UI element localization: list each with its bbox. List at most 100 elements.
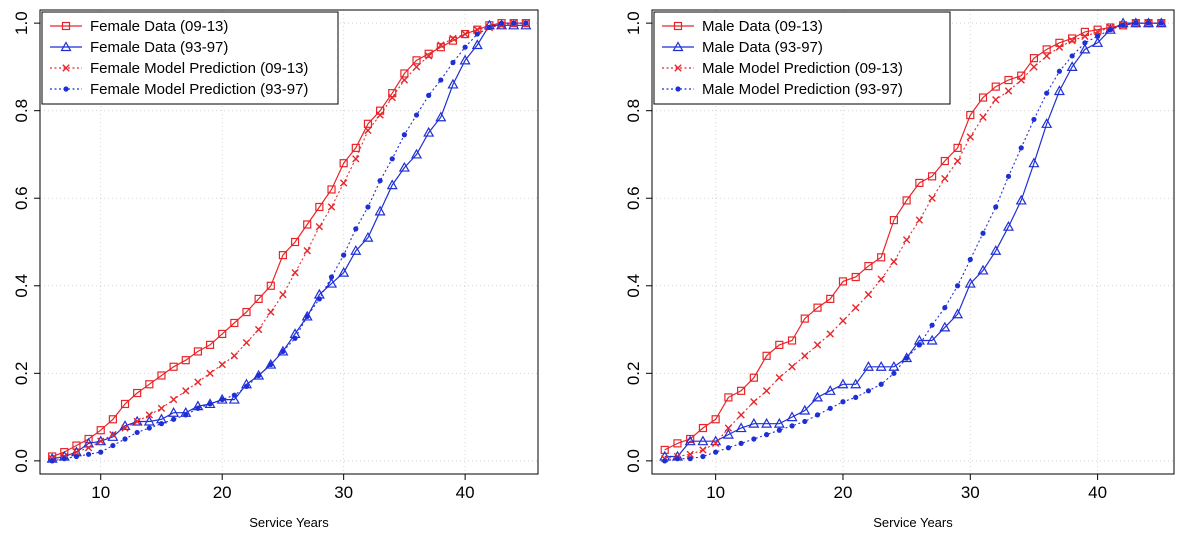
series-4-point-33 xyxy=(450,59,456,66)
series-1-point-18 xyxy=(889,216,899,225)
series-4-point-2 xyxy=(73,453,80,460)
x-tick-label: 20 xyxy=(213,483,232,502)
series-1-point-16 xyxy=(864,261,873,271)
series-2-point-15 xyxy=(850,378,862,389)
y-tick-label: 0.0 xyxy=(624,449,643,473)
y-tick-label: 0.6 xyxy=(12,186,31,210)
series-1-point-33 xyxy=(448,36,458,45)
y-tick-label: 0.2 xyxy=(12,362,31,386)
series-3-point-31 xyxy=(424,52,433,60)
plot-frame xyxy=(39,9,539,475)
series-2-point-14 xyxy=(837,378,849,389)
series-3-point-26 xyxy=(992,96,1000,104)
series-4-point-24 xyxy=(341,252,347,258)
series-1-point-17 xyxy=(877,253,886,262)
series-1-point-21 xyxy=(927,172,937,181)
series-4-point-3 xyxy=(85,451,92,457)
series-line-3 xyxy=(664,22,1162,460)
series-1-point-3 xyxy=(84,434,93,444)
series-4-point-24 xyxy=(967,256,973,263)
series-4-point-27 xyxy=(1005,173,1012,179)
series-2-point-26 xyxy=(990,245,1002,255)
series-line-1 xyxy=(664,22,1162,451)
x-tick-label: 30 xyxy=(334,483,353,502)
y-tick-label: 1.0 xyxy=(12,11,31,35)
series-2-point-32 xyxy=(435,111,447,122)
series-1-point-6 xyxy=(737,386,746,395)
series-4-point-21 xyxy=(929,322,935,328)
series-4-point-16 xyxy=(243,383,250,390)
x-axis-label: Service Years xyxy=(873,515,953,530)
series-2-point-28 xyxy=(386,179,398,190)
series-3-point-10 xyxy=(169,395,178,404)
series-4 xyxy=(662,20,1164,464)
series-3-point-17 xyxy=(254,325,263,334)
y-tick-label: 0.4 xyxy=(624,274,643,298)
series-2-point-8 xyxy=(761,417,773,428)
series-1-point-24 xyxy=(966,110,975,120)
series-3-point-32 xyxy=(1068,36,1076,45)
series-1-point-26 xyxy=(363,119,373,128)
series-3-point-10 xyxy=(788,363,796,371)
series-3-point-4 xyxy=(97,437,105,445)
series-legend-2-point-0 xyxy=(60,41,72,52)
series-1-point-19 xyxy=(902,196,911,205)
series-4-point-12 xyxy=(814,412,821,418)
y-tick-label: 0.4 xyxy=(12,274,31,298)
series-3-point-15 xyxy=(852,303,860,312)
series-3-point-2 xyxy=(72,448,81,456)
legend-label-3: Male Model Prediction (09-13) xyxy=(702,60,903,77)
series-2-point-23 xyxy=(952,308,964,319)
series-4-point-9 xyxy=(158,421,165,427)
series-2-point-28 xyxy=(1015,194,1027,205)
series-2-point-33 xyxy=(447,78,459,89)
series-1-point-22 xyxy=(315,202,324,212)
series-4-point-14 xyxy=(219,396,225,403)
series-line-3 xyxy=(52,22,526,460)
series-4-point-13 xyxy=(827,405,833,411)
series-1-point-18 xyxy=(266,281,275,290)
series-2-point-7 xyxy=(748,417,760,428)
series-3-point-29 xyxy=(1030,63,1038,71)
series-1-point-23 xyxy=(953,143,962,152)
legend: Female Data (09-13) Female Data (93-97) Fe… xyxy=(41,11,339,105)
series-4-point-38 xyxy=(511,20,517,26)
legend-label-4: Male Model Prediction (93-97) xyxy=(702,81,903,98)
series-1-point-10 xyxy=(169,362,178,371)
series-2-point-18 xyxy=(888,361,900,371)
series-3-point-32 xyxy=(437,41,445,49)
series-1-point-30 xyxy=(1042,45,1051,54)
series-1-point-27 xyxy=(1004,75,1013,85)
series-2-point-10 xyxy=(168,406,180,417)
legend-label-4: Female Model Prediction (93-97) xyxy=(90,81,308,98)
series-2-point-3 xyxy=(697,435,709,446)
series-4-point-25 xyxy=(980,230,986,236)
y-tick-label: 0.0 xyxy=(12,449,31,473)
series-4-point-0 xyxy=(662,458,668,464)
series-2-point-23 xyxy=(325,277,338,288)
series-legend-3-point-0 xyxy=(62,64,70,72)
series-1-point-0 xyxy=(660,445,669,455)
series-2-point-8 xyxy=(143,415,155,426)
series-2-point-35 xyxy=(471,39,483,50)
x-tick-label: 20 xyxy=(834,483,853,502)
series-3-point-14 xyxy=(218,360,226,369)
series-4-point-11 xyxy=(183,412,189,418)
series-legend-4-point-0 xyxy=(63,86,69,92)
series-2-point-13 xyxy=(824,385,836,395)
series-1-point-5 xyxy=(724,393,733,402)
y-tick-label: 0.8 xyxy=(12,99,31,123)
series-2-point-34 xyxy=(459,54,471,65)
series-3-point-7 xyxy=(133,417,141,426)
series-3-point-18 xyxy=(890,258,898,266)
series-4-point-15 xyxy=(853,394,859,400)
series-3-point-19 xyxy=(902,236,911,244)
series-3-point-25 xyxy=(352,155,360,163)
series-3-point-27 xyxy=(376,111,384,119)
series-4-point-26 xyxy=(365,204,371,210)
series-2-point-4 xyxy=(95,435,107,446)
legend-box xyxy=(653,11,951,105)
series-2-point-11 xyxy=(799,404,811,415)
series-3-point-9 xyxy=(157,404,166,413)
series-1-point-25 xyxy=(978,93,988,102)
